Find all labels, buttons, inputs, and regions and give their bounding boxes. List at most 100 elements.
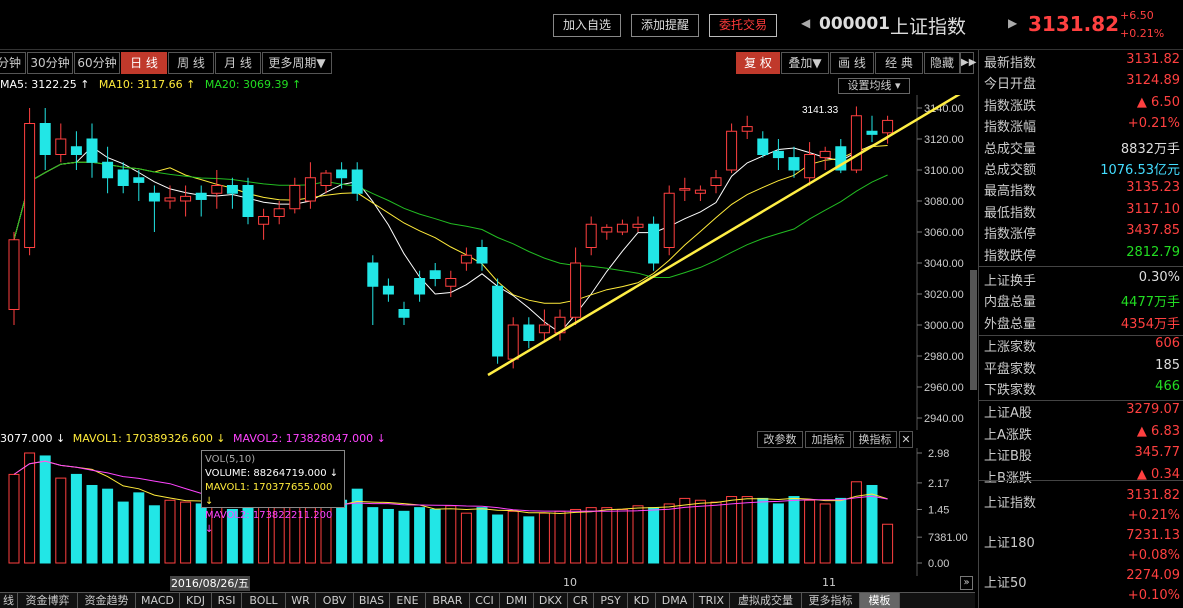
quote-label: 指数跌停 xyxy=(984,248,1037,264)
order-button[interactable]: 委托交易 xyxy=(709,14,777,37)
quote-value: 4354万手 xyxy=(1120,316,1180,332)
candle xyxy=(226,185,238,194)
quote-label: 指数涨停 xyxy=(984,227,1037,243)
scroll-right-icon[interactable]: » xyxy=(960,576,973,590)
quote-label: 上B涨跌 xyxy=(984,470,1032,486)
tab-13[interactable]: DMI xyxy=(500,593,534,608)
tab-0[interactable]: 线 xyxy=(0,593,18,608)
volume-bar xyxy=(710,501,722,564)
tab-4[interactable]: KDJ xyxy=(180,593,212,608)
expand-icon[interactable]: ▶▶ xyxy=(960,52,976,74)
index-row[interactable]: 上证50 2274.09 +0.10% xyxy=(979,566,1183,606)
index-row[interactable]: 上证180 7231.13 +0.08% xyxy=(979,526,1183,566)
index-value: 7231.13 xyxy=(1126,528,1180,543)
scrollbar[interactable] xyxy=(970,270,977,390)
volume-bar xyxy=(585,507,597,564)
switch-indicator-button[interactable]: 换指标 xyxy=(853,431,897,448)
top-bar: 加入自选 添加提醒 委托交易 ◀ 000001 上证指数 ▶ 3131.82 +… xyxy=(0,0,1183,50)
tab-17[interactable]: KD xyxy=(628,593,656,608)
quote-row: 总成交量 8832万手 xyxy=(979,136,1183,157)
next-arrow-icon[interactable]: ▶ xyxy=(1008,16,1018,30)
candle xyxy=(866,130,878,135)
quote-label: 下跌家数 xyxy=(984,383,1037,398)
volume-bar xyxy=(476,507,488,564)
quote-value: +0.21% xyxy=(1127,116,1180,132)
tab-8[interactable]: OBV xyxy=(316,593,354,608)
tab-22[interactable]: 模板 xyxy=(860,593,900,608)
volume-chart[interactable]: 2.98 2.17 1.45 7381.00 0.00 xyxy=(0,448,970,576)
candle xyxy=(819,150,831,159)
tab-daily[interactable]: 日 线 xyxy=(121,52,167,74)
candle xyxy=(24,123,36,248)
tab-2[interactable]: 资金趋势 xyxy=(78,593,136,608)
tab-more-periods[interactable]: 更多周期▼ xyxy=(262,52,332,74)
prev-arrow-icon[interactable]: ◀ xyxy=(801,16,811,30)
classic-button[interactable]: 经 典 xyxy=(875,52,923,74)
candle xyxy=(86,138,98,163)
volume-bar xyxy=(70,473,82,564)
quote-label: 上证换手 xyxy=(984,274,1037,289)
tab-weekly[interactable]: 周 线 xyxy=(168,52,214,74)
candle xyxy=(538,324,550,334)
restore-rights-button[interactable]: 复 权 xyxy=(736,52,780,74)
tab-12[interactable]: CCI xyxy=(470,593,500,608)
quote-row: 平盘家数 185 xyxy=(979,356,1183,377)
price-tick-label: 3040.00 xyxy=(924,258,964,270)
tab-6[interactable]: BOLL xyxy=(242,593,286,608)
tab-monthly[interactable]: 月 线 xyxy=(215,52,261,74)
overlay-button[interactable]: 叠加▼ xyxy=(781,52,829,74)
tab-5[interactable]: RSI xyxy=(212,593,242,608)
quote-value: 3124.89 xyxy=(1126,73,1180,89)
tab-21[interactable]: 更多指标 xyxy=(802,593,860,608)
index-row[interactable]: 上证指数 3131.82 +0.21% xyxy=(979,486,1183,526)
candle xyxy=(694,189,706,194)
candle xyxy=(242,185,254,217)
tab-3[interactable]: MACD xyxy=(136,593,180,608)
add-alert-button[interactable]: 添加提醒 xyxy=(631,14,699,37)
candle xyxy=(273,208,285,217)
tab-14[interactable]: DKX xyxy=(534,593,568,608)
set-ma-button[interactable]: 设置均线 ▾ xyxy=(838,78,910,94)
volume-bar xyxy=(445,505,457,564)
candle xyxy=(741,126,753,132)
volume-bar xyxy=(741,496,753,564)
volume-bar xyxy=(601,507,613,564)
tab-30min[interactable]: 30分钟 xyxy=(27,52,73,74)
volume-bar xyxy=(507,510,519,564)
volume-bar xyxy=(835,497,847,564)
add-indicator-button[interactable]: 加指标 xyxy=(805,431,851,448)
tab-19[interactable]: TRIX xyxy=(694,593,730,608)
tab-60min[interactable]: 60分钟 xyxy=(74,52,120,74)
tab-11[interactable]: BRAR xyxy=(426,593,470,608)
hide-button[interactable]: 隐藏 xyxy=(924,52,960,74)
price-chart[interactable]: 3140.00 3120.00 3100.00 3080.00 3060.00 3040.… xyxy=(0,95,970,430)
tab-16[interactable]: PSY xyxy=(594,593,628,608)
candle xyxy=(850,115,862,171)
price-tick-label: 3080.00 xyxy=(924,196,964,208)
ma-legend: MA5: 3122.25 ↑ MA10: 3117.66 ↑ MA20: 306… xyxy=(0,78,307,94)
tab-1[interactable]: 资金博弈 xyxy=(18,593,78,608)
tab-7[interactable]: WR xyxy=(286,593,316,608)
volume-bar xyxy=(460,512,472,564)
close-icon[interactable]: ✕ xyxy=(899,431,913,448)
tab-minute[interactable]: 分钟 xyxy=(0,52,26,74)
tab-18[interactable]: DMA xyxy=(656,593,694,608)
candle xyxy=(39,123,51,155)
candle xyxy=(679,188,691,191)
tab-15[interactable]: CR xyxy=(568,593,594,608)
volume-bar xyxy=(757,497,769,564)
vol-tick-label: 0.00 xyxy=(928,558,949,570)
add-watchlist-button[interactable]: 加入自选 xyxy=(553,14,621,37)
tab-10[interactable]: ENE xyxy=(390,593,426,608)
edit-params-button[interactable]: 改参数 xyxy=(757,431,803,448)
volume-bar xyxy=(86,484,98,564)
tab-20[interactable]: 虚拟成交量 xyxy=(730,593,802,608)
current-price: 3131.82 xyxy=(1028,12,1120,36)
candle xyxy=(616,223,628,233)
tab-9[interactable]: BIAS xyxy=(354,593,390,608)
draw-line-button[interactable]: 画 线 xyxy=(830,52,874,74)
quote-value: 3279.07 xyxy=(1126,402,1180,418)
index-value: 3131.82 xyxy=(1126,488,1180,503)
price-tick-label: 3120.00 xyxy=(924,134,964,146)
quote-row: 指数跌停 2812.79 xyxy=(979,243,1183,264)
